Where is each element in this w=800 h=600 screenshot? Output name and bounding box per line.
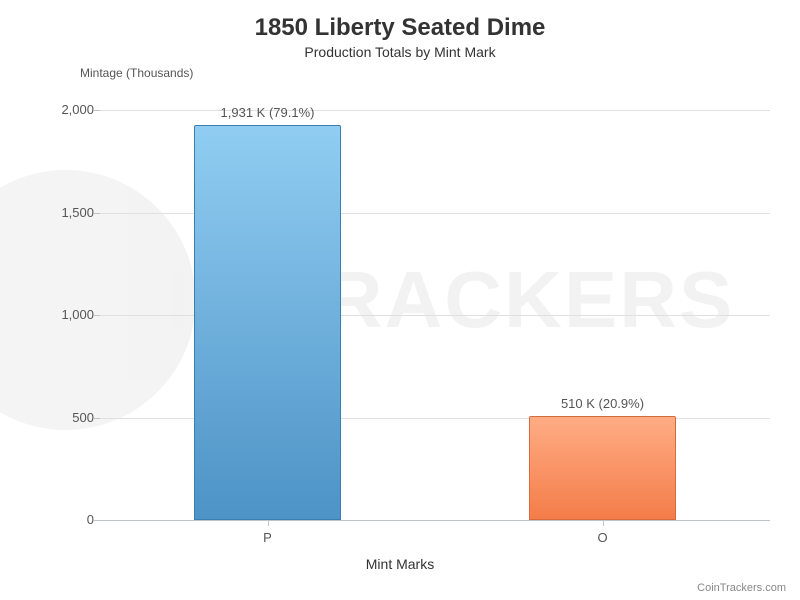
data-label-P: 1,931 K (79.1%) [188,105,348,120]
credit-text: CoinTrackers.com [697,582,786,594]
plot-area [100,90,770,520]
yaxis-title: Mintage (Thousands) [80,66,193,80]
bar-P [194,125,341,520]
ytick-label: 500 [72,410,94,425]
ytick-mark [94,418,100,419]
xtick-label-P: P [238,530,298,545]
ytick-mark [94,213,100,214]
chart-title: 1850 Liberty Seated Dime [0,14,800,42]
ytick-mark [94,110,100,111]
data-label-O: 510 K (20.9%) [523,396,683,411]
chart-subtitle: Production Totals by Mint Mark [0,44,800,60]
ytick-label: 1,000 [61,307,94,322]
ytick-label: 2,000 [61,102,94,117]
xtick-mark [268,520,269,526]
xtick-mark [603,520,604,526]
xaxis-title: Mint Marks [0,556,800,572]
bar-O [529,416,676,520]
chart-container: 1850 Liberty Seated Dime Production Tota… [0,0,800,600]
ytick-label: 1,500 [61,205,94,220]
ytick-mark [94,520,100,521]
ytick-mark [94,315,100,316]
ytick-label: 0 [87,512,94,527]
xtick-label-O: O [573,530,633,545]
x-axis-line [100,520,770,521]
